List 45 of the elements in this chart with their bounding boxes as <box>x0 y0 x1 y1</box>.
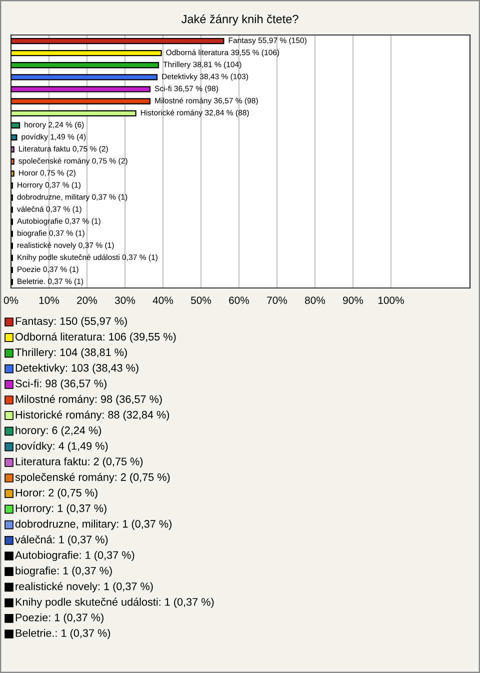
chart-title: Jaké žánry knih čtete? <box>181 14 298 26</box>
bar <box>11 38 224 44</box>
text: společenské romány: 2 (0,75 %) <box>15 472 170 484</box>
bar <box>11 134 18 140</box>
bar <box>11 158 14 165</box>
text: Beletrie.: 1 (0,37 %) <box>16 628 110 640</box>
text: povídky: 4 (1,49 %) <box>16 442 108 452</box>
text: Poezie: 1 (0,37 %) <box>16 613 104 624</box>
bar <box>11 98 151 104</box>
x-tick-label: 20% <box>77 296 98 304</box>
x-tick-label: 50% <box>190 296 212 304</box>
text: realistické novely: 1 (0,37 %) <box>16 582 153 592</box>
text: Autobiografie: 1 (0,37 %) <box>15 550 134 562</box>
text: Horor: 2 (0,75 %) <box>16 488 98 499</box>
bar <box>11 62 160 68</box>
text: Milostné romány: 98 (36,57 %) <box>16 394 162 406</box>
text: válečná: 1 (0,37 %) <box>15 535 108 546</box>
text: Historické romány: 88 (32,84 %) <box>16 410 170 421</box>
text: Detektivky: 103 (38,43 %) <box>16 364 138 374</box>
bar <box>11 50 162 56</box>
x-tick-label: 100% <box>378 296 404 304</box>
bar <box>11 122 20 128</box>
x-tick-label: 0% <box>4 296 18 304</box>
x-tick-label: 60% <box>229 296 250 304</box>
bar <box>11 110 136 116</box>
text: dobrodruzne, military: 1 (0,37 %) <box>15 520 172 530</box>
x-tick-label: 10% <box>39 296 60 304</box>
x-tick-label: 90% <box>343 296 364 304</box>
bar <box>11 170 14 177</box>
bar <box>11 86 151 92</box>
text: Odborná literatura: 106 (39,55 %) <box>16 332 176 343</box>
text: Literatura faktu: 2 (0,75 %) <box>16 457 143 468</box>
text: Knihy podle skutečné události: 1 (0,37 %) <box>16 598 214 608</box>
bar <box>11 74 158 80</box>
x-tick-label: 30% <box>114 296 136 304</box>
x-tick-label: 80% <box>305 296 326 304</box>
bar <box>11 146 14 153</box>
text: Sci-fi: 98 (36,57 %) <box>15 379 106 390</box>
x-tick-label: 40% <box>152 296 174 304</box>
text: Fantasy: 150 (55,97 %) <box>16 316 127 328</box>
text: biografie: 1 (0,37 %) <box>16 566 112 577</box>
text: Thrillery: 104 (38,81 %) <box>15 348 127 358</box>
text: horory: 6 (2,24 %) <box>16 426 102 436</box>
text: Horrory: 1 (0,37 %) <box>16 504 106 514</box>
x-tick-label: 70% <box>267 296 288 304</box>
